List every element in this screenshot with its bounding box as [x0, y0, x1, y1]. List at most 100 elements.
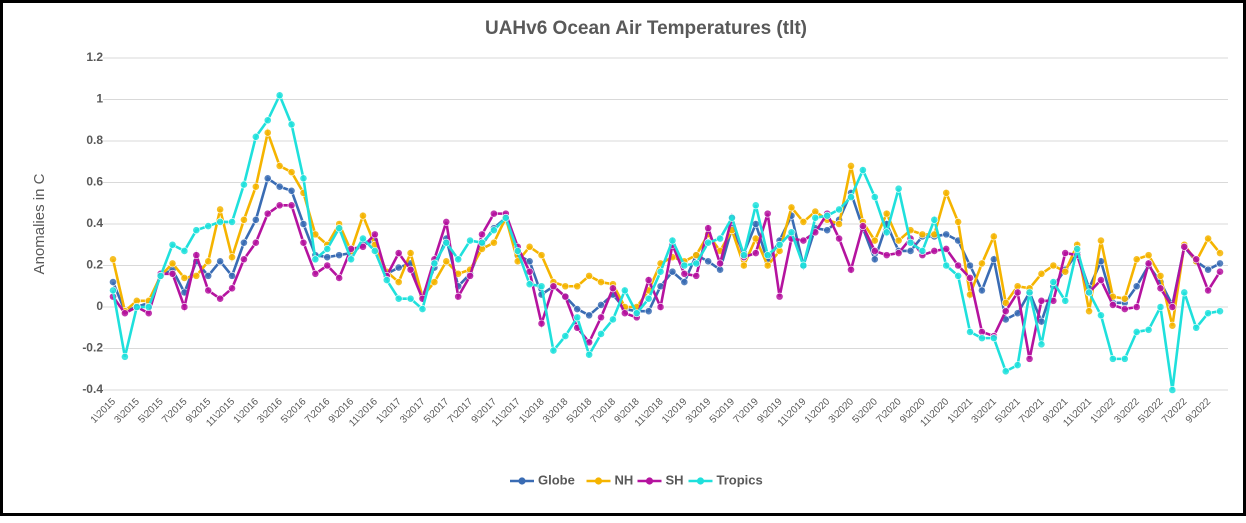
data-point: [835, 234, 843, 243]
data-point: [680, 269, 689, 278]
data-point: [275, 201, 284, 210]
data-point: [906, 247, 915, 255]
data-point: [513, 247, 522, 255]
legend-label: NH: [615, 472, 634, 487]
data-point: [954, 271, 963, 280]
data-point: [989, 334, 998, 343]
data-point: [620, 286, 629, 295]
data-point: [275, 91, 284, 100]
data-point: [620, 309, 629, 318]
data-point: [870, 255, 879, 264]
data-point: [192, 251, 201, 260]
data-point: [1168, 386, 1177, 394]
data-point: [1120, 294, 1129, 303]
data-point: [287, 120, 296, 129]
data-point: [228, 284, 236, 293]
legend-label: Tropics: [717, 472, 763, 487]
data-point: [121, 309, 129, 318]
data-point: [549, 346, 558, 355]
legend-marker: [645, 477, 654, 485]
data-point: [585, 271, 594, 280]
data-point: [799, 261, 808, 270]
data-point: [478, 230, 486, 239]
data-point: [1108, 354, 1117, 363]
y-tick-label: 0.6: [86, 175, 103, 189]
data-point: [882, 209, 891, 218]
data-point: [835, 205, 843, 214]
data-point: [537, 319, 546, 328]
data-point: [549, 282, 558, 291]
chart-title: UAHv6 Ocean Air Temperatures (tlt): [485, 18, 807, 39]
legend-marker: [594, 477, 603, 485]
data-point: [216, 205, 225, 214]
y-tick-label: 0.8: [86, 133, 103, 147]
y-tick-label: 0.2: [86, 258, 103, 272]
data-point: [263, 174, 272, 183]
data-point: [240, 255, 248, 264]
data-point: [347, 255, 355, 264]
data-point: [335, 251, 344, 260]
legend-label: Globe: [538, 472, 575, 487]
data-point: [751, 201, 760, 210]
data-point: [763, 251, 772, 260]
data-point: [359, 211, 367, 220]
data-point: [1108, 301, 1117, 309]
data-point: [918, 247, 927, 255]
legend-label: SH: [666, 472, 684, 487]
data-point: [644, 294, 653, 303]
data-point: [1025, 288, 1034, 297]
data-point: [204, 222, 213, 230]
data-point: [597, 313, 605, 322]
data-point: [525, 280, 534, 289]
data-point: [537, 282, 546, 291]
data-point: [1061, 267, 1070, 276]
data-point: [1144, 325, 1153, 334]
data-point: [466, 271, 474, 280]
data-point: [204, 271, 213, 280]
data-point: [228, 218, 236, 226]
data-point: [275, 182, 284, 191]
data-point: [1192, 255, 1201, 264]
data-point: [406, 265, 415, 274]
data-point: [597, 330, 605, 338]
data-point: [323, 261, 332, 270]
data-point: [561, 282, 570, 291]
data-point: [406, 294, 415, 303]
data-point: [1120, 305, 1129, 313]
data-point: [751, 220, 760, 228]
data-point: [1097, 276, 1105, 284]
data-point: [1216, 259, 1224, 268]
data-point: [1216, 249, 1224, 257]
data-point: [1132, 303, 1141, 311]
data-point: [251, 238, 260, 247]
data-point: [1216, 307, 1224, 316]
data-point: [1037, 296, 1046, 305]
data-point: [739, 261, 748, 270]
data-point: [1061, 296, 1070, 305]
data-point: [978, 286, 986, 295]
data-point: [1180, 242, 1189, 251]
data-point: [573, 282, 582, 291]
data-point: [228, 271, 236, 280]
data-point: [835, 220, 843, 228]
data-point: [359, 234, 367, 243]
data-point: [656, 267, 665, 276]
data-point: [240, 215, 248, 224]
data-point: [216, 218, 225, 226]
data-point: [954, 261, 963, 270]
data-point: [716, 259, 724, 268]
data-point: [847, 161, 855, 170]
data-point: [1156, 303, 1165, 311]
data-point: [585, 350, 594, 359]
data-point: [1073, 244, 1082, 253]
data-point: [1085, 288, 1093, 297]
data-point: [1013, 361, 1022, 369]
data-point: [109, 286, 117, 295]
data-point: [692, 259, 701, 268]
data-point: [728, 213, 736, 222]
data-point: [1085, 307, 1093, 316]
data-point: [180, 274, 189, 282]
data-point: [370, 247, 379, 255]
